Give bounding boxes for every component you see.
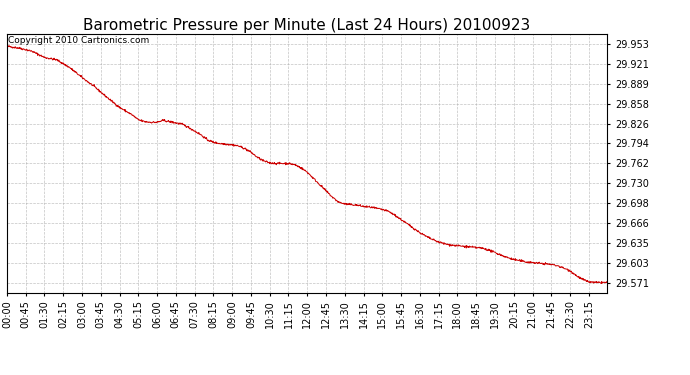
Text: Copyright 2010 Cartronics.com: Copyright 2010 Cartronics.com <box>8 36 149 45</box>
Title: Barometric Pressure per Minute (Last 24 Hours) 20100923: Barometric Pressure per Minute (Last 24 … <box>83 18 531 33</box>
